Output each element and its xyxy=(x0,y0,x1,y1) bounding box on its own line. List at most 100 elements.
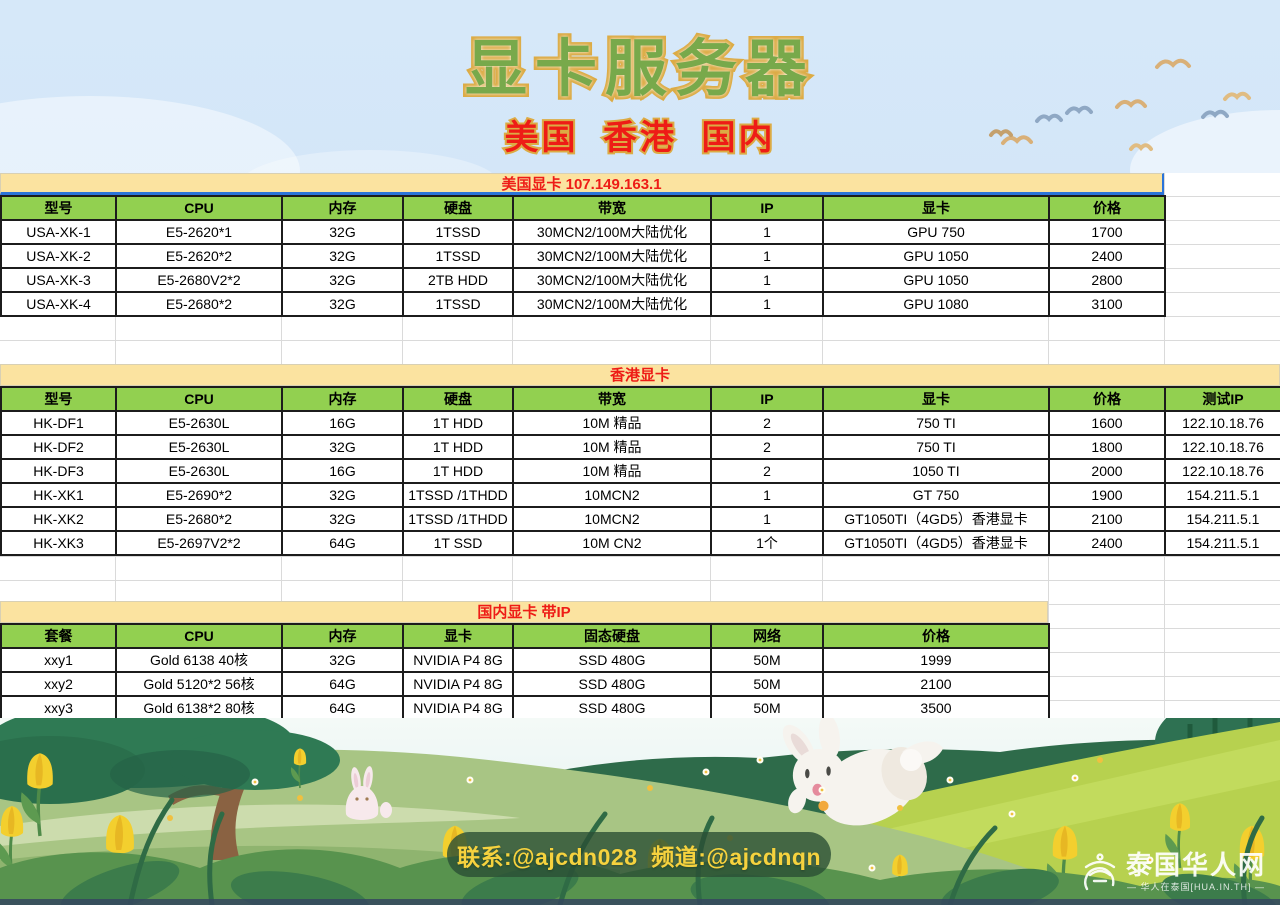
table-cell: E5-2620*2 xyxy=(115,243,283,269)
table-cell: 1 xyxy=(710,267,824,293)
table-cell: 2100 xyxy=(822,671,1050,697)
column-header: 带宽 xyxy=(512,386,712,412)
table-cell: 10MCN2 xyxy=(512,482,712,508)
table-cell: E5-2697V2*2 xyxy=(115,530,283,556)
table-cell: 30MCN2/100M大陆优化 xyxy=(512,291,712,317)
table-cell: 32G xyxy=(281,434,404,460)
table-cell: USA-XK-3 xyxy=(0,267,117,293)
column-header: 测试IP xyxy=(1164,386,1280,412)
watermark-tagline: — 华人在泰国[HUA.IN.TH] — xyxy=(1126,881,1265,892)
table-cell: E5-2690*2 xyxy=(115,482,283,508)
table-cell: NVIDIA P4 8G xyxy=(402,695,514,721)
table-cell: xxy3 xyxy=(0,695,117,721)
table-cell: 1 xyxy=(710,291,824,317)
table-cell: GPU 750 xyxy=(822,219,1050,245)
table-cell: 64G xyxy=(281,671,404,697)
table-cell: 1600 xyxy=(1048,410,1166,436)
table-cell: 2000 xyxy=(1048,458,1166,484)
table-cell: 154.211.5.1 xyxy=(1164,506,1280,532)
table-cell: 1T HDD xyxy=(402,458,514,484)
header-row: 型号 CPU 内存 硬盘 带宽 IP 显卡 价格 测试IP xyxy=(0,386,1280,412)
column-header: 型号 xyxy=(0,386,117,412)
column-header: 内存 xyxy=(281,623,404,649)
table-cell: 1700 xyxy=(1048,219,1166,245)
table-cell: 122.10.18.76 xyxy=(1164,434,1280,460)
table-cell: 154.211.5.1 xyxy=(1164,482,1280,508)
table-cell: 64G xyxy=(281,695,404,721)
table-cell: 1 xyxy=(710,219,824,245)
table-cell: 50M xyxy=(710,695,824,721)
table-cell: 50M xyxy=(710,647,824,673)
table-cell: 1TSSD xyxy=(402,219,514,245)
table-cell: 30MCN2/100M大陆优化 xyxy=(512,219,712,245)
table-cell: USA-XK-4 xyxy=(0,291,117,317)
table-cell: xxy2 xyxy=(0,671,117,697)
table-cell: 10M CN2 xyxy=(512,530,712,556)
table-cell: HK-DF3 xyxy=(0,458,117,484)
table-cell: SSD 480G xyxy=(512,695,712,721)
data-table: 型号 CPU 内存 硬盘 带宽 IP 显卡 价格 测试IP HK-DF1 E5-2630L 16G 1T… xyxy=(0,386,1280,556)
table-cell: 16G xyxy=(281,458,404,484)
column-header: 带宽 xyxy=(512,195,712,221)
table-cell: HK-DF1 xyxy=(0,410,117,436)
price-table-1: 美国显卡 107.149.163.1 型号 CPU 内存 硬盘 带宽 IP 显卡 价格 USA-X… xyxy=(0,173,1166,317)
table-cell: 1T SSD xyxy=(402,530,514,556)
data-table: 型号 CPU 内存 硬盘 带宽 IP 显卡 价格 USA-XK-1 E5-2620*1 32G 1TS… xyxy=(0,195,1166,317)
table-cell: 10MCN2 xyxy=(512,506,712,532)
table-cell: 1T HDD xyxy=(402,410,514,436)
table-cell: SSD 480G xyxy=(512,671,712,697)
watermark-logo-icon xyxy=(1084,853,1116,891)
table-cell: SSD 480G xyxy=(512,647,712,673)
table-row: USA-XK-4 E5-2680*2 32G 1TSSD 30MCN2/100M大陆优化… xyxy=(0,291,1166,317)
poster-title: 显卡服务器 xyxy=(461,32,815,108)
table-cell: 1TSSD /1THDD xyxy=(402,482,514,508)
table-cell: E5-2630L xyxy=(115,434,283,460)
table-title-bar: 香港显卡 xyxy=(0,364,1280,386)
table-cell: Gold 5120*2 56核 xyxy=(115,671,283,697)
table-cell: 1800 xyxy=(1048,434,1166,460)
table-cell: 1TSSD xyxy=(402,291,514,317)
table-cell: 32G xyxy=(281,291,404,317)
table-cell: USA-XK-1 xyxy=(0,219,117,245)
table-cell: 750 TI xyxy=(822,410,1050,436)
table-cell: NVIDIA P4 8G xyxy=(402,647,514,673)
price-table-2: 香港显卡 型号 CPU 内存 硬盘 带宽 IP 显卡 价格 测试IP HK-DF1 E5-2630L 1… xyxy=(0,364,1280,556)
table-cell: 2 xyxy=(710,458,824,484)
table-row: HK-DF3 E5-2630L 16G 1T HDD 10M 精品 2 1050 TI 200… xyxy=(0,458,1280,484)
table-cell: GT1050TI（4GD5）香港显卡 xyxy=(822,506,1050,532)
table-cell: 122.10.18.76 xyxy=(1164,458,1280,484)
column-header: 网络 xyxy=(710,623,824,649)
table-cell: GPU 1050 xyxy=(822,243,1050,269)
table-cell: 1050 TI xyxy=(822,458,1050,484)
header-row: 套餐 CPU 内存 显卡 固态硬盘 网络 价格 xyxy=(0,623,1050,649)
table-cell: 32G xyxy=(281,482,404,508)
table-row: xxy1 Gold 6138 40核 32G NVIDIA P4 8G SSD 480G… xyxy=(0,647,1050,673)
tree xyxy=(0,718,340,860)
data-table: 套餐 CPU 内存 显卡 固态硬盘 网络 价格 xxy1 Gold 6138 40核 32G NVI… xyxy=(0,623,1050,721)
table-cell: 1个 xyxy=(710,530,824,556)
small-rabbit xyxy=(345,766,392,820)
table-cell: GPU 1050 xyxy=(822,267,1050,293)
column-header: 内存 xyxy=(281,195,404,221)
table-row: HK-DF2 E5-2630L 32G 1T HDD 10M 精品 2 750 TI 1800… xyxy=(0,434,1280,460)
column-header: IP xyxy=(710,386,824,412)
table-cell: E5-2680V2*2 xyxy=(115,267,283,293)
contact-banner: 联系:@ajcdn028 频道:@ajcdnqn xyxy=(447,832,831,877)
table-cell: E5-2680*2 xyxy=(115,506,283,532)
table-cell: 32G xyxy=(281,219,404,245)
table-cell: 16G xyxy=(281,410,404,436)
table-cell: 30MCN2/100M大陆优化 xyxy=(512,267,712,293)
column-header: 显卡 xyxy=(402,623,514,649)
table-cell: 1TSSD xyxy=(402,243,514,269)
column-header: 价格 xyxy=(822,623,1050,649)
table-cell: 32G xyxy=(281,267,404,293)
table-cell: 1 xyxy=(710,506,824,532)
table-cell: Gold 6138*2 80核 xyxy=(115,695,283,721)
table-cell: USA-XK-2 xyxy=(0,243,117,269)
poster-subtitle: 美国 香港 国内 xyxy=(503,117,776,159)
column-header: 硬盘 xyxy=(402,195,514,221)
table-cell: 122.10.18.76 xyxy=(1164,410,1280,436)
table-row: xxy2 Gold 5120*2 56核 64G NVIDIA P4 8G SSD 48… xyxy=(0,671,1050,697)
table-cell: 32G xyxy=(281,647,404,673)
table-cell: 1 xyxy=(710,482,824,508)
